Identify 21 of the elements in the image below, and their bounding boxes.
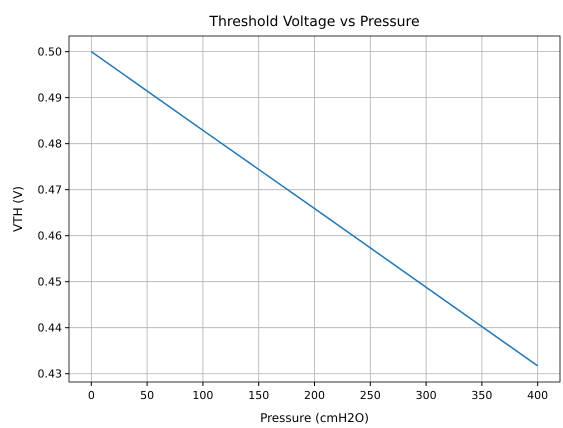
y-tick-label: 0.47 (38, 184, 62, 197)
x-tick-label: 150 (248, 389, 270, 402)
x-tick-label: 350 (471, 389, 492, 402)
y-tick-label: 0.44 (38, 322, 62, 335)
x-axis-title: Pressure (cmH2O) (260, 411, 369, 425)
y-tick-label: 0.49 (38, 92, 62, 105)
x-tick-label: 400 (527, 389, 548, 402)
x-tick-label: 300 (416, 389, 437, 402)
y-tick-label: 0.48 (38, 138, 62, 151)
y-tick-label: 0.50 (38, 46, 62, 59)
x-tick-label: 250 (360, 389, 381, 402)
x-tick-label: 100 (192, 389, 214, 402)
x-tick-label: 50 (140, 389, 154, 402)
y-tick-label: 0.46 (38, 230, 62, 243)
y-tick-label: 0.43 (38, 368, 62, 381)
line-series (90, 50, 538, 367)
chart-title: Threshold Voltage vs Pressure (208, 14, 420, 30)
y-tick-label: 0.45 (38, 276, 62, 289)
x-tick-label: 0 (88, 389, 95, 402)
x-tick-label: 200 (304, 389, 325, 402)
y-axis-title: VTH (V) (11, 186, 25, 232)
